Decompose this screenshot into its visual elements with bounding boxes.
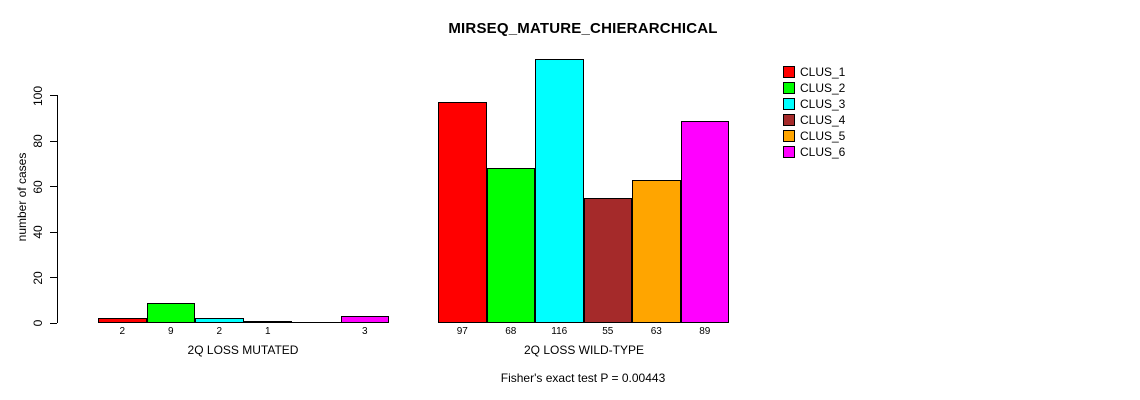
y-axis-tick xyxy=(50,277,57,278)
bar-clus_6 xyxy=(340,316,389,323)
y-axis-tick-label: 20 xyxy=(31,270,45,285)
legend-label: CLUS_4 xyxy=(800,113,846,127)
bar-clus_3 xyxy=(535,59,584,323)
bar-value-label: 89 xyxy=(699,326,711,337)
legend-item-clus_1: CLUS_1 xyxy=(783,64,845,80)
fisher-test-annotation: Fisher's exact test P = 0.00443 xyxy=(500,371,666,385)
bar-clus_2 xyxy=(486,168,535,323)
y-axis-tick xyxy=(50,231,57,233)
chart-title: MIRSEQ_MATURE_CHIERARCHICAL xyxy=(448,20,718,37)
legend-label: CLUS_5 xyxy=(800,129,846,143)
y-axis-tick-label: 0 xyxy=(31,319,45,327)
y-axis-line xyxy=(57,95,58,323)
y-axis-title: number of cases xyxy=(15,152,29,242)
legend-item-clus_4: CLUS_4 xyxy=(783,112,845,128)
bar-value-label: 9 xyxy=(167,326,174,337)
x-group-label-wild-type: 2Q LOSS WILD-TYPE xyxy=(523,343,645,357)
legend-item-clus_6: CLUS_6 xyxy=(783,144,845,160)
legend-label: CLUS_1 xyxy=(800,65,846,79)
bar-value-label: 63 xyxy=(650,326,662,337)
bar-clus_1 xyxy=(98,318,147,323)
legend-item-clus_5: CLUS_5 xyxy=(783,128,845,144)
legend-swatch-icon xyxy=(783,146,795,158)
bar-clus_3 xyxy=(195,318,244,323)
y-axis-tick xyxy=(50,186,57,187)
y-axis-tick-label: 80 xyxy=(31,134,45,148)
bar-value-label: 68 xyxy=(505,326,517,337)
bar-value-label: 55 xyxy=(602,326,614,337)
legend-swatch-icon xyxy=(783,66,795,78)
legend-label: CLUS_2 xyxy=(800,81,846,95)
bar-clus_1 xyxy=(438,102,487,323)
bar-value-label: 97 xyxy=(456,326,468,337)
legend-label: CLUS_6 xyxy=(800,145,846,159)
y-axis-tick xyxy=(50,95,57,96)
x-group-label-mutated: 2Q LOSS MUTATED xyxy=(187,343,299,357)
bar-value-label: 3 xyxy=(361,326,368,337)
legend-swatch-icon xyxy=(783,130,795,142)
bar-clus_4 xyxy=(243,320,292,323)
y-axis-tick-label: 100 xyxy=(31,85,45,106)
y-axis-tick xyxy=(50,140,57,142)
bar-value-label: 116 xyxy=(551,326,568,337)
legend-item-clus_3: CLUS_3 xyxy=(783,96,845,112)
y-axis-tick-label: 40 xyxy=(31,225,45,239)
bar-clus_5 xyxy=(292,322,341,323)
bar-clus_4 xyxy=(583,197,632,323)
y-axis-tick-label: 60 xyxy=(31,179,45,194)
y-axis-tick xyxy=(50,322,57,324)
legend-swatch-icon xyxy=(783,98,795,110)
legend-swatch-icon xyxy=(783,114,795,126)
legend: CLUS_1 CLUS_2 CLUS_3 CLUS_4 CLUS_5 CLUS_6 xyxy=(783,64,845,160)
bar-value-label: 2 xyxy=(119,326,126,337)
bar-clus_6 xyxy=(680,120,729,323)
legend-item-clus_2: CLUS_2 xyxy=(783,80,845,96)
bar-clus_5 xyxy=(632,179,681,323)
legend-swatch-icon xyxy=(783,82,795,94)
bar-value-label: 1 xyxy=(264,326,271,337)
bar-clus_2 xyxy=(146,302,195,323)
legend-label: CLUS_3 xyxy=(800,97,846,111)
bar-value-label: 2 xyxy=(216,326,223,337)
